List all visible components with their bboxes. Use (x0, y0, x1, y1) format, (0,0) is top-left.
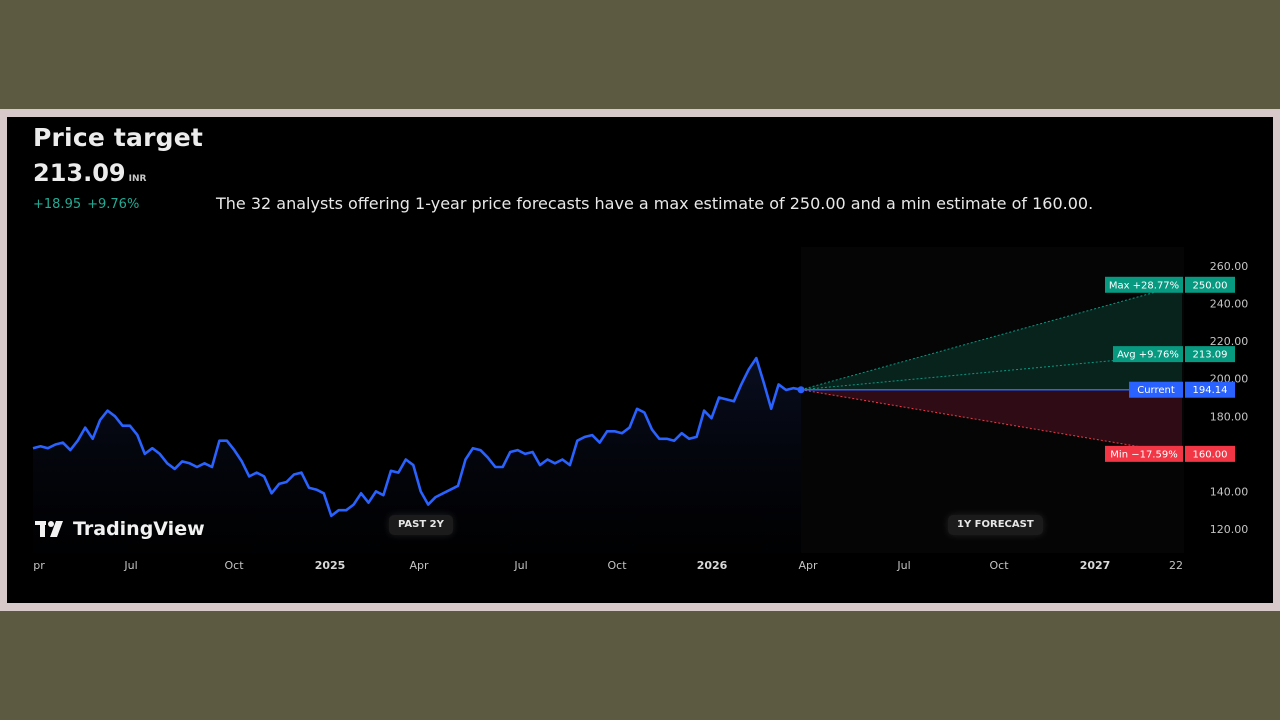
x-tick-label: Jul (123, 559, 137, 572)
max-tag-value-box (1185, 276, 1235, 293)
price-target-chart[interactable]: 260.00240.00220.00200.00180.00140.00120.… (7, 117, 1273, 603)
past-period-badge[interactable]: PAST 2Y (389, 515, 453, 535)
x-tick-label: Apr (409, 559, 429, 572)
x-tick-label: Jul (513, 559, 527, 572)
min-forecast-tag: Min −17.59% 160.00 (1105, 445, 1235, 462)
x-tick-label: Apr (798, 559, 818, 572)
current-price-point[interactable] (797, 386, 805, 394)
min-tag-value: 160.00 (1193, 449, 1228, 460)
price-change-absolute: +18.95 (33, 197, 82, 212)
x-tick-label: pr (33, 559, 45, 572)
min-tag-value-box (1185, 445, 1235, 462)
analyst-summary: The 32 analysts offering 1-year price fo… (216, 194, 1094, 213)
tradingview-logo[interactable]: TradingView (35, 518, 205, 540)
price-target-panel: Price target 213.09 INR +18.95 +9.76% The … (7, 117, 1273, 603)
avg-forecast-tag: Avg +9.76% 213.09 (1113, 346, 1235, 363)
price-change-row: +18.95 +9.76% (33, 197, 139, 212)
min-forecast-line (800, 389, 1183, 455)
max-tag-label-box (1105, 276, 1183, 293)
x-axis: pr Jul Oct 2025 Apr Jul Oct 2026 Apr Jul Oct 2027 22 (33, 559, 1183, 572)
logo-text: TradingView (73, 518, 205, 540)
y-axis: 260.00240.00220.00200.00180.00140.00120.… (1210, 260, 1249, 536)
price-target-value: 213.09 (33, 159, 126, 187)
currency-label: INR (128, 174, 147, 184)
tradingview-logo-icon (35, 521, 63, 537)
y-tick-label: 140.00 (1210, 485, 1249, 498)
x-tick-label: Oct (224, 559, 244, 572)
y-tick-label: 120.00 (1210, 523, 1249, 536)
price-history-line[interactable] (32, 356, 802, 518)
x-tick-label: Oct (607, 559, 627, 572)
current-tag-value: 194.14 (1193, 385, 1228, 396)
price-change-percent: +9.76% (87, 197, 140, 212)
x-tick-label: 2027 (1080, 559, 1111, 572)
max-forecast-line (800, 284, 1183, 391)
avg-tag-label: Avg +9.76% (1117, 350, 1179, 361)
x-tick-label: 22 (1169, 559, 1183, 572)
price-target-row: 213.09 INR (33, 159, 146, 187)
max-forecast-tag: Max +28.77% 250.00 (1105, 276, 1235, 293)
y-tick-label: 180.00 (1210, 410, 1249, 423)
y-tick-label: 220.00 (1210, 335, 1249, 348)
price-area-fill (33, 358, 801, 553)
max-forecast-area (801, 284, 1182, 390)
x-tick-label: Jul (896, 559, 910, 572)
min-tag-label: Min −17.59% (1110, 449, 1177, 460)
avg-tag-value: 213.09 (1193, 350, 1228, 361)
max-tag-label: Max +28.77% (1109, 280, 1179, 291)
current-tag-label: Current (1137, 385, 1175, 396)
y-tick-label: 240.00 (1210, 298, 1249, 311)
avg-tag-label-box (1113, 346, 1183, 363)
avg-tag-value-box (1185, 346, 1235, 363)
current-tag-value-box (1185, 381, 1235, 398)
forecast-period-badge[interactable]: 1Y FORECAST (948, 515, 1043, 535)
x-tick-label: Oct (989, 559, 1009, 572)
x-tick-label: 2025 (315, 559, 346, 572)
y-tick-label: 260.00 (1210, 260, 1249, 273)
page-title: Price target (33, 123, 204, 152)
min-tag-label-box (1105, 445, 1183, 462)
forecast-tags: Max +28.77% 250.00 Avg +9.76% 213.09 Current… (1105, 276, 1235, 462)
current-tag-label-box (1129, 381, 1183, 398)
max-tag-value: 250.00 (1193, 280, 1228, 291)
x-tick-label: 2026 (697, 559, 728, 572)
current-forecast-tag: Current 194.14 (1129, 381, 1235, 398)
